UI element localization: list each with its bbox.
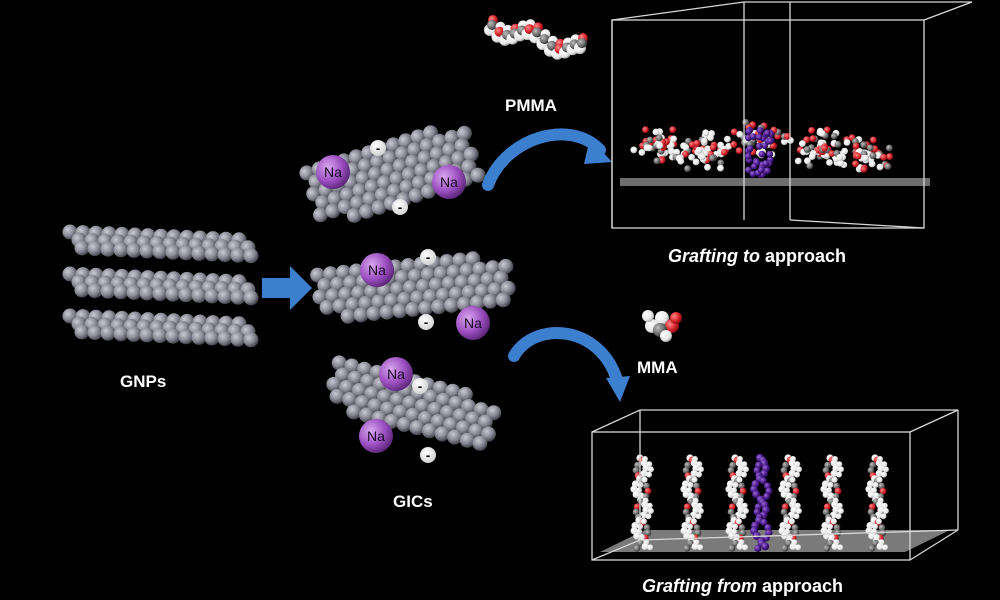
pmma-label: PMMA <box>505 96 557 116</box>
pmma-coil <box>833 134 893 172</box>
grafting-from-caption-rest: approach <box>757 576 843 596</box>
gic-sheet-bottom <box>319 354 505 454</box>
sodium-ion: Na <box>316 155 350 189</box>
sodium-ion: Na <box>456 306 490 340</box>
pmma-coil <box>672 129 732 172</box>
sodium-ion: Na <box>359 419 393 453</box>
negative-charge: - <box>420 249 436 265</box>
negative-charge: - <box>418 314 434 330</box>
grafting-to-caption: Grafting to approach <box>668 246 846 267</box>
graphene-layer <box>63 309 259 348</box>
negative-charge: - <box>420 447 436 463</box>
grafting-from-box <box>592 410 958 560</box>
negative-charge: - <box>392 199 408 215</box>
arrow-to-grafting-from <box>514 333 630 402</box>
sodium-ion: Na <box>360 253 394 287</box>
sodium-ion-label: Na <box>464 315 482 331</box>
arrow-gnps-to-gics <box>262 266 312 310</box>
grafted-chain <box>750 454 773 552</box>
graphene-layer <box>63 267 259 306</box>
arrow-to-grafting-to <box>488 134 612 185</box>
sodium-ion-label: Na <box>367 428 385 444</box>
negative-charge: - <box>412 378 428 394</box>
grafting-to-box <box>612 2 972 228</box>
negative-charge-label: - <box>426 250 430 265</box>
grafting-from-caption: Grafting from approach <box>642 576 843 597</box>
sodium-ion-label: Na <box>368 262 386 278</box>
substrate-sheet <box>620 178 930 186</box>
pmma-molecule <box>484 15 588 60</box>
gnps-label: GNPs <box>120 372 166 392</box>
negative-charge-label: - <box>376 141 380 156</box>
negative-charge-label: - <box>418 379 422 394</box>
grafting-to-caption-to: to <box>738 246 760 266</box>
mma-label: MMA <box>637 358 678 378</box>
negative-charge: - <box>370 140 386 156</box>
negative-charge-label: - <box>426 448 430 463</box>
negative-charge-label: - <box>424 315 428 330</box>
graphene-layer <box>63 225 259 264</box>
pmma-coil <box>795 127 842 170</box>
grafting-from-caption-italic: Grafting from <box>642 576 757 596</box>
gics-label: GICs <box>393 492 433 512</box>
sodium-ion: Na <box>432 165 466 199</box>
mma-molecule <box>642 310 682 342</box>
gnp-stack <box>63 225 259 348</box>
grafting-to-caption-italic: Grafting <box>668 246 738 266</box>
negative-charge-label: - <box>398 200 402 215</box>
sodium-ion-label: Na <box>324 164 342 180</box>
sodium-ion: Na <box>379 357 413 391</box>
sodium-ion-label: Na <box>440 174 458 190</box>
sodium-ion-label: Na <box>387 366 405 382</box>
grafted-chain <box>745 127 775 178</box>
grafting-to-caption-rest: approach <box>760 246 846 266</box>
